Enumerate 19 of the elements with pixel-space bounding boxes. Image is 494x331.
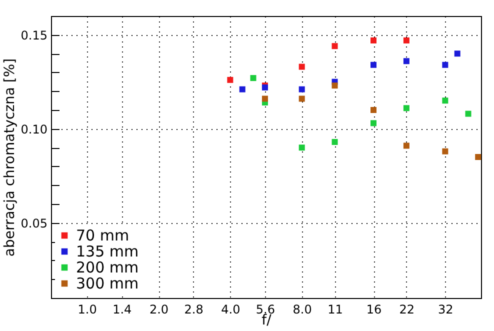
legend-label: 70 mm (76, 226, 130, 244)
x-tick-label: 22 (399, 302, 415, 316)
x-tick-label: 16 (366, 302, 382, 316)
x-tick-label: 8.0 (292, 302, 312, 316)
x-tick-label: 2.0 (149, 302, 169, 316)
y-tick-label: 0.10 (20, 122, 48, 136)
legend-label: 200 mm (76, 258, 139, 276)
y-tick-label: 0.05 (20, 216, 48, 230)
y-axis-title: aberracja chromatyczna [%] (2, 58, 18, 257)
x-tick-label: 11 (328, 302, 343, 316)
x-tick-label: 4.0 (221, 302, 240, 316)
x-tick-label: 2.8 (184, 302, 204, 316)
y-tick-label: 0.15 (20, 28, 48, 42)
legend-label: 135 mm (76, 242, 139, 260)
x-tick-label: 32 (438, 302, 454, 316)
x-tick-label: 1.4 (112, 302, 132, 316)
legend-label: 300 mm (76, 274, 139, 292)
x-axis-title: f/ (262, 312, 272, 328)
x-tick-label: 1.0 (78, 302, 97, 316)
